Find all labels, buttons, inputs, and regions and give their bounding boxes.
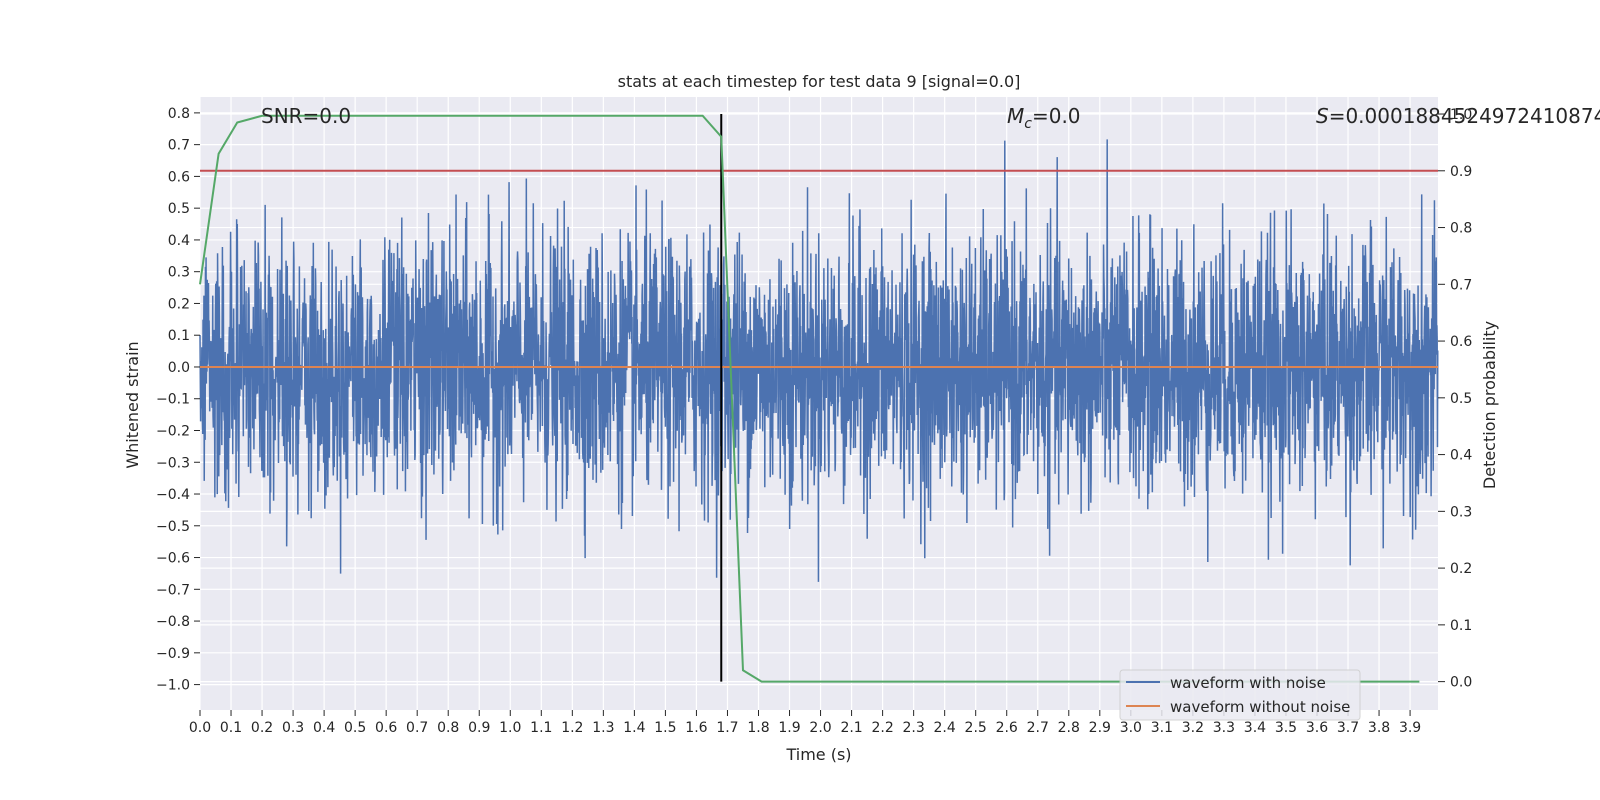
y-tick-label: −0.6 xyxy=(156,551,190,567)
x-tick-label: 3.0 xyxy=(1120,720,1142,736)
y-tick-label: 0.8 xyxy=(168,106,190,122)
y-tick-label: −0.1 xyxy=(156,392,190,408)
x-axis-label: Time (s) xyxy=(785,745,851,764)
x-tick-label: 2.1 xyxy=(840,720,862,736)
x-tick-label: 3.5 xyxy=(1275,720,1297,736)
chirp-mass-value: =0.0 xyxy=(1032,104,1081,128)
x-tick-label: 2.8 xyxy=(1058,720,1080,736)
x-tick-label: 3.7 xyxy=(1337,720,1359,736)
x-tick-label: 3.1 xyxy=(1151,720,1173,736)
x-tick-label: 3.4 xyxy=(1244,720,1266,736)
y2-tick-label: 0.7 xyxy=(1450,277,1472,293)
y-tick-label: 0.3 xyxy=(168,265,190,281)
legend-box xyxy=(1119,669,1361,721)
y-tick-label: 0.0 xyxy=(168,360,190,376)
y-tick-label: 0.5 xyxy=(168,201,190,217)
y-tick-label: −1.0 xyxy=(156,678,190,694)
x-tick-label: 3.2 xyxy=(1182,720,1204,736)
y-axis-label: Whitened strain xyxy=(123,341,142,468)
x-tick-label: 0.5 xyxy=(344,720,366,736)
y2-tick-label: 0.1 xyxy=(1450,618,1472,634)
chirp-mass-annotation: Mc=0.0 xyxy=(1007,104,1081,132)
x-tick-label: 1.4 xyxy=(623,720,645,736)
x-axis-ticks: 0.0 0.1 0.2 0.3 0.4 0.5 0.6 0.7 0.8 0.9 1.0 1.1 1.2 1… xyxy=(189,710,1421,736)
y2-tick-label: 1.0 xyxy=(1450,107,1472,123)
y2-tick-label: 0.3 xyxy=(1450,504,1472,520)
x-tick-label: 0.6 xyxy=(375,720,397,736)
x-tick-label: 2.5 xyxy=(965,720,987,736)
y-tick-label: −0.4 xyxy=(156,487,190,503)
x-tick-label: 2.4 xyxy=(934,720,956,736)
x-tick-label: 2.6 xyxy=(996,720,1018,736)
y-tick-label: 0.7 xyxy=(168,138,190,154)
x-tick-label: 3.8 xyxy=(1368,720,1390,736)
chirp-mass-subscript: c xyxy=(1024,116,1032,132)
y-tick-label: −0.8 xyxy=(156,614,190,630)
x-tick-label: 0.1 xyxy=(220,720,242,736)
x-tick-label: 0.3 xyxy=(282,720,304,736)
y2-tick-label: 0.6 xyxy=(1450,334,1472,350)
x-tick-label: 2.7 xyxy=(1027,720,1049,736)
y2-tick-label: 0.0 xyxy=(1450,675,1472,691)
x-tick-label: 3.6 xyxy=(1306,720,1328,736)
x-tick-label: 1.8 xyxy=(747,720,769,736)
y2-tick-label: 0.2 xyxy=(1450,561,1472,577)
x-tick-label: 3.9 xyxy=(1399,720,1421,736)
x-tick-label: 2.3 xyxy=(903,720,925,736)
y-tick-label: −0.3 xyxy=(156,455,190,471)
x-tick-label: 0.8 xyxy=(437,720,459,736)
y-tick-label: −0.2 xyxy=(156,423,190,439)
legend-label-without-noise: waveform without noise xyxy=(1170,698,1350,716)
x-tick-label: 0.7 xyxy=(406,720,428,736)
legend: waveform with noise waveform without noi… xyxy=(1119,669,1361,721)
y2-tick-label: 0.8 xyxy=(1450,221,1472,237)
x-tick-label: 0.0 xyxy=(189,720,211,736)
x-tick-label: 0.4 xyxy=(313,720,335,736)
y-axis-ticks: 0.8 0.7 0.6 0.5 0.4 0.3 0.2 0.1 0.0 −0.1 −0.2 −0.3 −… xyxy=(156,106,200,694)
series-group xyxy=(199,114,1438,683)
y2-tick-label: 0.5 xyxy=(1450,391,1472,407)
legend-label-with-noise: waveform with noise xyxy=(1170,674,1326,692)
x-tick-label: 1.2 xyxy=(561,720,583,736)
y-tick-label: −0.7 xyxy=(156,582,190,598)
x-tick-label: 1.1 xyxy=(530,720,552,736)
x-tick-label: 1.3 xyxy=(592,720,614,736)
y2-axis-ticks: 1.0 0.9 0.8 0.7 0.6 0.5 0.4 0.3 0.2 0.1 0.0 xyxy=(1438,107,1472,691)
x-tick-label: 2.9 xyxy=(1089,720,1111,736)
x-tick-label: 0.2 xyxy=(251,720,273,736)
x-tick-label: 3.3 xyxy=(1213,720,1235,736)
x-tick-label: 0.9 xyxy=(468,720,490,736)
snr-annotation: SNR=0.0 xyxy=(261,104,351,128)
x-tick-label: 1.0 xyxy=(499,720,521,736)
x-tick-label: 1.9 xyxy=(778,720,800,736)
x-tick-label: 2.2 xyxy=(871,720,893,736)
y-tick-label: 0.2 xyxy=(168,296,190,312)
statistic-value: =0.00018845249724108744 xyxy=(1329,104,1600,128)
y-tick-label: −0.5 xyxy=(156,519,190,535)
statistic-annotation: S=0.00018845249724108744 xyxy=(1316,104,1600,128)
series-waveform-with-noise xyxy=(199,139,1439,582)
y2-tick-label: 0.4 xyxy=(1450,448,1472,464)
statistic-symbol: S xyxy=(1316,104,1329,128)
y-tick-label: −0.9 xyxy=(156,646,190,662)
x-tick-label: 2.0 xyxy=(809,720,831,736)
chart-title: stats at each timestep for test data 9 [… xyxy=(618,72,1021,91)
y2-axis-label: Detection probability xyxy=(1480,321,1499,489)
x-tick-label: 1.5 xyxy=(654,720,676,736)
y2-tick-label: 0.9 xyxy=(1450,164,1472,180)
y-tick-label: 0.4 xyxy=(168,233,190,249)
y-tick-label: 0.1 xyxy=(168,328,190,344)
x-tick-label: 1.7 xyxy=(716,720,738,736)
x-tick-label: 1.6 xyxy=(685,720,707,736)
waveform-with-noise-line xyxy=(199,139,1439,582)
detection-probability-line xyxy=(199,114,1420,683)
chirp-mass-symbol: M xyxy=(1007,104,1024,128)
y-tick-label: 0.6 xyxy=(168,169,190,185)
